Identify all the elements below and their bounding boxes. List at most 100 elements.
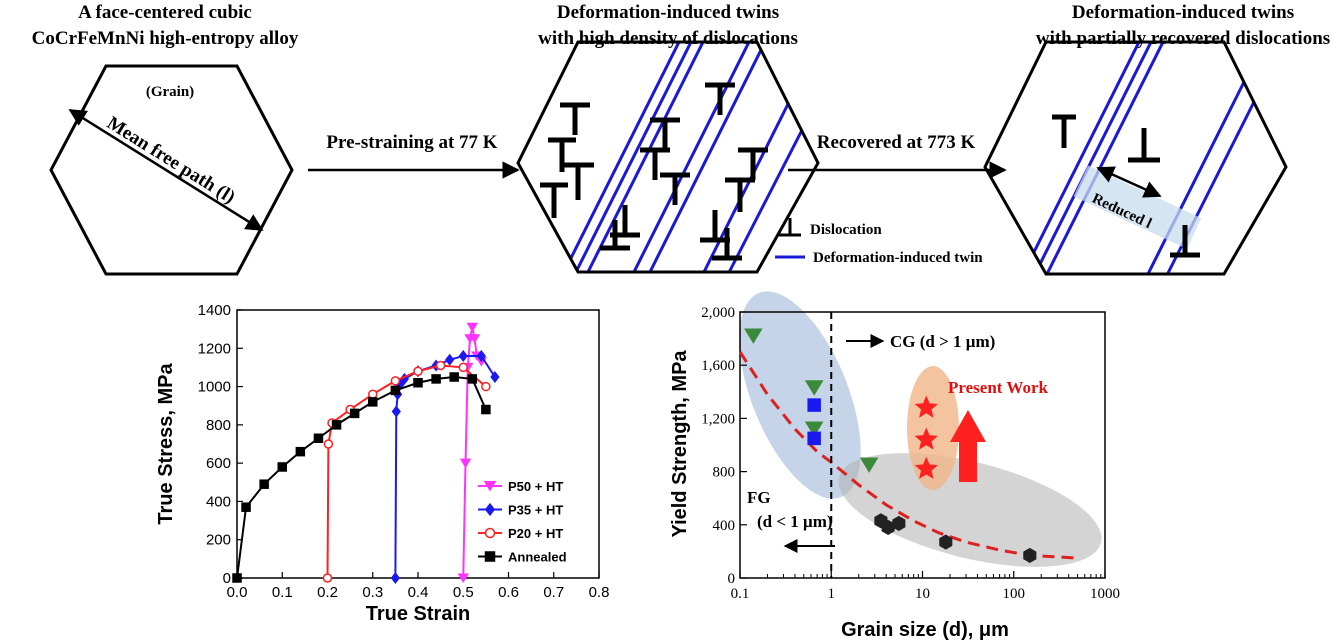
y-tick-label: 0 — [223, 570, 231, 587]
x-tick-label: 0.0 — [227, 584, 248, 601]
data-point — [413, 377, 423, 388]
data-point — [241, 502, 251, 512]
y-tick-label: 2,000 — [701, 305, 735, 321]
panel2-title-line1: Deformation-induced twins — [557, 2, 779, 23]
chart2-axis-ticks: 0.1 1 10 100 1000 0 400 800 1,200 1,600 2,000 — [701, 305, 1120, 602]
y-tick-label: 400 — [713, 518, 736, 534]
data-point — [481, 404, 491, 415]
legend-label: P50 + HT — [508, 479, 563, 494]
data-point — [457, 573, 469, 583]
x-tick-label: 0.4 — [408, 584, 429, 601]
legend-label: P35 + HT — [508, 503, 563, 518]
data-point — [391, 405, 401, 418]
data-point — [744, 328, 763, 344]
data-point — [413, 366, 423, 377]
chart1-series — [232, 322, 500, 585]
legend-label: Annealed — [508, 550, 567, 565]
panel3-title-line1: Deformation-induced twins — [1072, 2, 1294, 23]
data-point — [368, 397, 378, 407]
chart2-series — [744, 328, 1037, 563]
data-point — [481, 381, 491, 392]
data-point — [892, 515, 906, 532]
data-point — [914, 427, 938, 450]
x-tick-label: 1 — [828, 586, 836, 602]
pre-straining-label: Pre-straining at 77 K — [326, 132, 497, 153]
data-point — [804, 380, 824, 396]
series-line — [326, 364, 487, 579]
data-point — [390, 571, 401, 585]
y-tick-label: 1400 — [198, 302, 231, 319]
present-work-ellipse — [907, 366, 959, 490]
data-point — [390, 385, 401, 396]
present-work-arrow — [950, 410, 986, 482]
data-point — [939, 534, 953, 550]
schematic-panel-3: Deformation-induced twins with partially… — [983, 2, 1330, 276]
panel3-title-line2: with partially recovered dislocations — [1036, 28, 1330, 49]
data-point — [807, 431, 821, 446]
data-point — [467, 374, 478, 384]
y-tick-label: 800 — [206, 417, 231, 434]
y-tick-label: 400 — [206, 493, 231, 510]
chart2-fit-curve — [738, 351, 1078, 560]
legend-marker — [484, 551, 496, 562]
data-point — [445, 353, 455, 366]
recovered-label: Recovered at 773 K — [817, 132, 976, 153]
x-tick-label: 0.5 — [453, 584, 474, 601]
data-point — [331, 420, 342, 430]
data-point — [368, 389, 378, 399]
x-tick-label: 0.1 — [272, 584, 293, 601]
chart1-x-axis-title: True Strain — [366, 603, 470, 625]
recovered-grain-hexagon — [983, 40, 1288, 276]
dislocation-legend-label: Dislocation — [810, 222, 882, 238]
data-point — [323, 439, 334, 449]
chart2-y-axis-title: Yield Strength, MPa — [669, 350, 691, 538]
x-tick-label: 0.7 — [543, 584, 564, 601]
y-tick-label: 1000 — [198, 379, 231, 396]
cg-label: CG (d > 1 μm) — [890, 332, 995, 351]
panel3-twins — [1018, 42, 1267, 274]
panel3-dislocations — [1052, 114, 1200, 258]
panel1-title-line2: CoCrFeMnNi high-entropy alloy — [32, 28, 299, 49]
x-tick-label: 100 — [1003, 586, 1026, 602]
panel2-title-line2: with high density of dislocations — [538, 28, 798, 49]
legend-marker — [484, 527, 496, 539]
data-point — [459, 458, 472, 469]
y-tick-label: 0 — [728, 571, 736, 587]
data-point — [431, 374, 441, 384]
mean-free-path-arrow — [68, 108, 264, 232]
chart1-y-axis-title: True Stress, MPa — [155, 363, 177, 525]
schematic-panel-2: Deformation-induced twins with high dens… — [516, 2, 820, 274]
legend-marker — [484, 502, 496, 517]
chart1-legend: P50 + HT P35 + HT P20 + HT Annealed — [478, 479, 567, 565]
y-tick-label: 1,600 — [701, 358, 735, 374]
x-tick-label: 0.1 — [731, 586, 750, 602]
series-line — [394, 354, 496, 579]
arrow-recovered: Recovered at 773 K — [788, 132, 1007, 179]
data-point — [322, 573, 333, 583]
x-tick-label: 0.6 — [498, 584, 519, 601]
data-point — [807, 398, 821, 412]
dislocation-legend-icon — [779, 218, 801, 237]
data-point — [313, 433, 324, 444]
data-point — [804, 421, 824, 438]
fit-curve-path — [738, 351, 1078, 560]
data-point — [232, 573, 242, 583]
data-point — [458, 362, 468, 373]
legend-label: P20 + HT — [508, 526, 563, 541]
data-point — [914, 395, 938, 418]
y-tick-label: 600 — [206, 455, 231, 472]
panel2-twins — [558, 42, 818, 272]
data-point — [259, 479, 269, 489]
y-tick-label: 200 — [206, 532, 231, 549]
legend-marker — [483, 481, 497, 492]
data-point — [277, 462, 287, 472]
data-point — [468, 334, 481, 344]
chart1-axis-ticks: 0.0 0.1 0.2 0.3 0.4 0.5 0.6 0.7 0.8 0 200 400 600 800… — [198, 302, 610, 601]
x-tick-label: 0.8 — [589, 584, 610, 601]
arrow-pre-straining: Pre-straining at 77 K — [308, 132, 520, 179]
data-point — [435, 360, 446, 371]
cg-region-ellipse — [838, 453, 1102, 567]
panel1-title-line1: A face-centered cubic — [78, 2, 252, 23]
data-point — [449, 372, 459, 382]
